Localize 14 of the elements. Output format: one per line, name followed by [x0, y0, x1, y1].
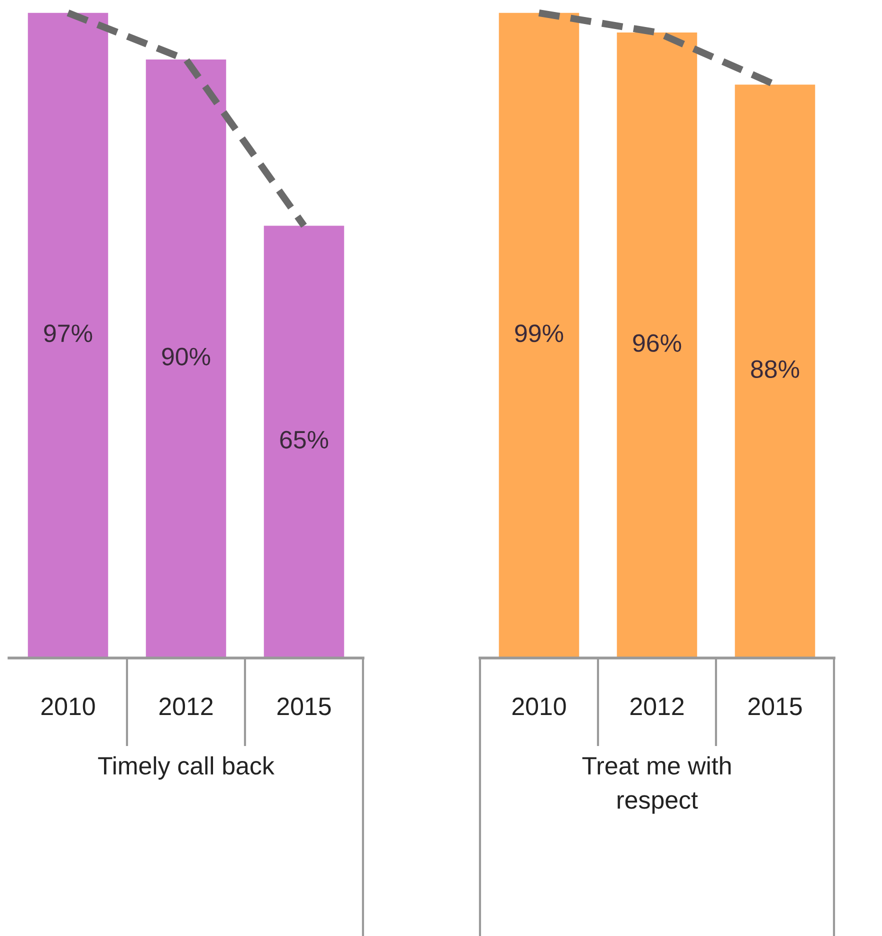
x-axis-title: Treat me with respect — [582, 756, 731, 814]
data-label: 90% — [162, 348, 210, 366]
data-label: 65% — [280, 430, 328, 449]
x-tick-label: 2015 — [748, 698, 802, 716]
x-tick-label: 2012 — [159, 698, 213, 716]
data-label: 88% — [751, 360, 800, 378]
x-tick-label: 2012 — [630, 698, 684, 716]
data-label: 99% — [515, 324, 564, 342]
x-tick-label: 2010 — [512, 698, 566, 716]
data-label: 97% — [44, 324, 92, 342]
x-tick-label: 2010 — [41, 698, 95, 716]
x-tick-label: 2015 — [277, 698, 331, 716]
data-label: 96% — [633, 334, 682, 352]
x-axis-title: Timely call back — [98, 756, 274, 780]
